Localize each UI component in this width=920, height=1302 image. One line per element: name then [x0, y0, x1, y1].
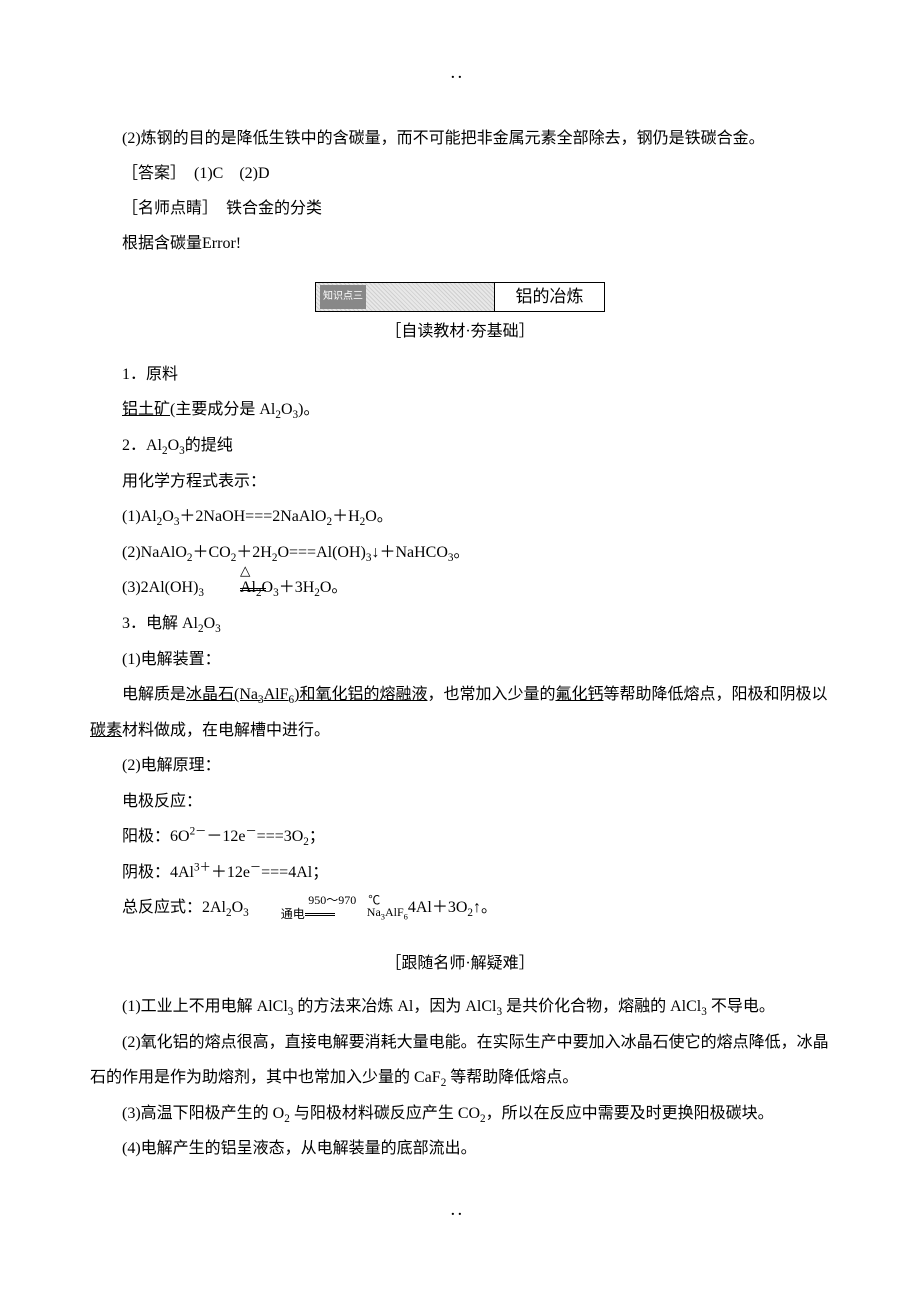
equation-2: (2)NaAlO2＋CO2＋2H2O===Al(OH)3↓＋NaHCO3。	[90, 535, 830, 571]
eq1d: O。	[365, 508, 393, 525]
cba: Na	[367, 905, 381, 919]
e1b: 冰晶石(Na	[186, 686, 258, 703]
cond-left: 通电	[249, 908, 305, 920]
q1a: (1)工业上不用电解 AlCl	[122, 998, 288, 1015]
to-a: 总反应式：2Al	[122, 899, 226, 916]
eq2d: O===Al(OH)	[277, 544, 365, 561]
error-text: Error!	[202, 235, 241, 252]
ca-a: 阴极：4Al	[122, 864, 194, 881]
eq3d: O。	[320, 579, 348, 596]
ca-b: ＋12e	[211, 864, 250, 881]
q2b: 等帮助降低熔点。	[446, 1069, 578, 1086]
eq1b: ＋2NaOH===2NaAlO	[179, 508, 326, 525]
cond-right: Na3AlF6	[335, 906, 408, 922]
heat-symbol: △	[208, 571, 237, 606]
e1d: )和氧化铝的熔融液	[294, 686, 427, 703]
an-d: ；	[309, 828, 325, 845]
e1e: ，也常加入少量的	[427, 686, 555, 703]
q3a: (3)高温下阳极产生的 O	[122, 1105, 284, 1122]
section-header-box: 知识点三 铝的冶炼	[315, 282, 605, 312]
elec-1-title: (1)电解装置：	[90, 642, 830, 677]
e1i: 材料做成，在电解槽中进行。	[122, 722, 330, 739]
caf: 氟化钙	[555, 686, 603, 703]
equation-3: (3)2Al(OH)3 △ Al2O3＋3H2O。	[90, 570, 830, 606]
q3b: 与阳极材料碳反应产生 CO	[290, 1105, 480, 1122]
electrode-label: 电极反应：	[90, 784, 830, 819]
header-dots: ．．	[90, 60, 830, 91]
eq3c: ＋3H	[279, 579, 315, 596]
t2a: 2．Al	[122, 437, 162, 454]
eq2a: (2)NaAlO	[122, 544, 187, 561]
t2o: O	[168, 437, 180, 454]
t2b: 的提纯	[185, 437, 233, 454]
carbon-line: 根据含碳量Error!	[90, 226, 830, 261]
item-3-title: 3．电解 Al2O3	[90, 606, 830, 642]
item-1-title: 1．原料	[90, 357, 830, 392]
eq2e: ↓＋NaHCO	[371, 544, 447, 561]
eq1c: ＋H	[332, 508, 360, 525]
eq3a: (3)2Al(OH)	[122, 579, 198, 596]
sub-header-2: ［跟随名师·解疑难］	[90, 946, 830, 981]
bauxite: 铝土矿	[122, 401, 170, 418]
eq1a: (1)Al	[122, 508, 157, 525]
ca-c: ===4Al；	[261, 864, 328, 881]
an-b: －12e	[206, 828, 245, 845]
an-c: ===3O	[257, 828, 304, 845]
reaction-condition: 950～970 ℃通电Na3AlF6	[249, 894, 408, 922]
sub-header-1: ［自读教材·夯基础］	[90, 314, 830, 349]
t1c: )。	[298, 401, 319, 418]
q1b: 的方法来冶炼 Al，因为 AlCl	[293, 998, 496, 1015]
eq2f: 。	[453, 544, 469, 561]
t1b: O	[281, 401, 293, 418]
e1a: 电解质是	[122, 686, 186, 703]
item-1-body: 铝土矿(主要成分是 Al2O3)。	[90, 392, 830, 428]
an-a: 阳极：6O	[122, 828, 190, 845]
section-left-pattern: 知识点三	[316, 283, 494, 311]
paragraph-intro: (2)炼钢的目的是降低生铁中的含碳量，而不可能把非金属元素全部除去，钢仍是铁碳合…	[90, 121, 830, 156]
triangle-icon: △	[208, 556, 237, 586]
note-1: (1)工业上不用电解 AlCl3 的方法来冶炼 Al，因为 AlCl3 是共价化…	[90, 989, 830, 1025]
teacher-note: ［名师点睛］ 铁合金的分类	[90, 191, 830, 226]
anode-reaction: 阳极：6O2－－12e－===3O2；	[90, 819, 830, 855]
to-b: 4Al＋3O	[408, 899, 468, 916]
note-3: (3)高温下阳极产生的 O2 与阳极材料碳反应产生 CO2，所以在反应中需要及时…	[90, 1096, 830, 1132]
note-4: (4)电解产生的铝呈液态，从电解装量的底部流出。	[90, 1131, 830, 1166]
section-badge: 知识点三	[320, 285, 366, 309]
elec-1-body: 电解质是冰晶石(Na3AlF6)和氧化铝的熔融液，也常加入少量的氟化钙等帮助降低…	[90, 677, 830, 748]
carbon-mat: 碳素	[90, 722, 122, 739]
t1: (主要成分是 Al	[170, 401, 275, 418]
answer-line: ［答案］ (1)C (2)D	[90, 156, 830, 191]
to-c: ↑。	[473, 899, 497, 916]
cbb: AlF	[385, 905, 404, 919]
item-2-title: 2．Al2O3的提纯	[90, 428, 830, 464]
item-2-body: 用化学方程式表示：	[90, 464, 830, 499]
note-2: (2)氧化铝的熔点很高，直接电解要消耗大量电能。在实际生产中要加入冰晶石使它的熔…	[90, 1025, 830, 1096]
e1g: 等帮助降低熔点，阳极和阴极以	[603, 686, 827, 703]
carbon-pre: 根据含碳量	[122, 235, 202, 252]
q1d: 不导电。	[707, 998, 775, 1015]
section-title: 铝的冶炼	[494, 283, 604, 311]
i3a: 3．电解 Al	[122, 615, 198, 632]
total-reaction: 总反应式：2Al2O3950～970 ℃通电Na3AlF64Al＋3O2↑。	[90, 890, 830, 926]
elec-2-title: (2)电解原理：	[90, 748, 830, 783]
eq-double-line	[240, 588, 266, 591]
q1c: 是共价化合物，熔融的 AlCl	[502, 998, 701, 1015]
cryolite: 冰晶石(Na3AlF6)和氧化铝的熔融液	[186, 686, 427, 703]
cathode-reaction: 阴极：4Al3＋＋12e－===4Al；	[90, 855, 830, 890]
arrow-icon	[305, 913, 335, 916]
footer-dots: ．．	[90, 1197, 830, 1228]
cond-mid: 通电 Na3AlF6	[249, 906, 408, 922]
equation-1: (1)Al2O3＋2NaOH===2NaAlO2＋H2O。	[90, 499, 830, 535]
q3c: ，所以在反应中需要及时更换阳极碳块。	[486, 1105, 774, 1122]
e1c: AlF	[264, 686, 289, 703]
